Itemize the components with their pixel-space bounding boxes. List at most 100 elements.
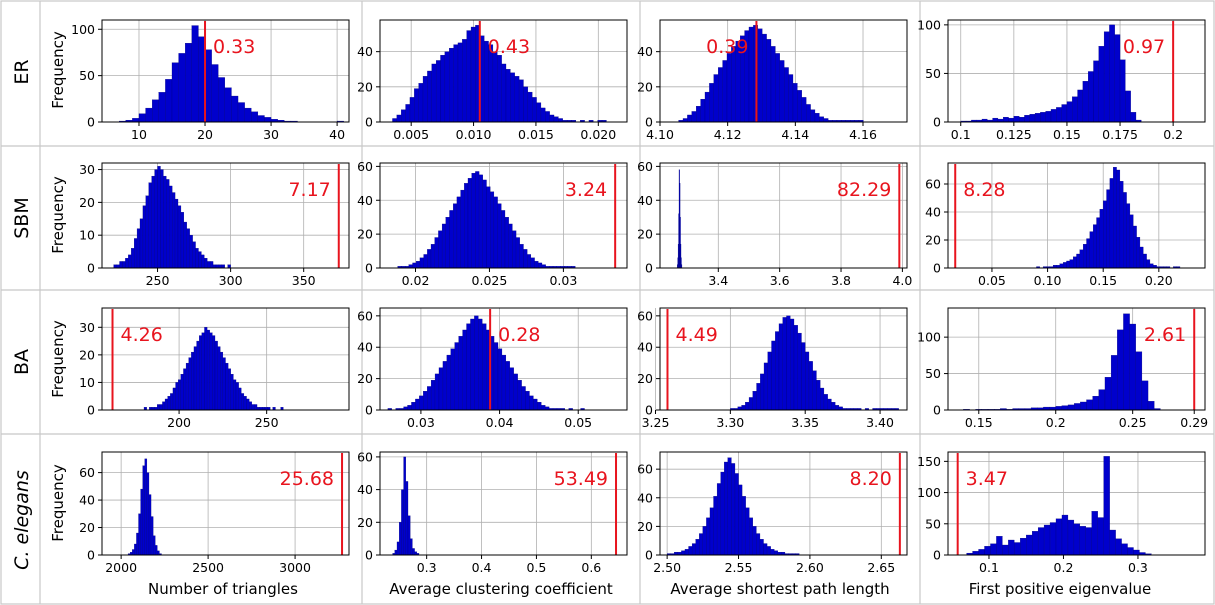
x-tick-label: 350: [292, 273, 316, 288]
histogram-bar: [422, 76, 428, 123]
x-tick-label: 20: [197, 127, 213, 142]
histogram-bar: [784, 67, 789, 123]
histogram-bar: [731, 463, 736, 556]
histogram-bar: [691, 543, 696, 556]
axes-frame: [659, 451, 908, 556]
x-tick-label: 2500: [192, 560, 224, 575]
histogram-bar: [456, 196, 461, 269]
histogram-bar: [759, 539, 764, 556]
histogram-bar: [1123, 192, 1127, 269]
y-tick-label: 0: [365, 403, 373, 418]
y-tick-label: 50: [79, 68, 95, 83]
histogram-bar: [394, 549, 398, 556]
histogram-bar: [1086, 238, 1091, 269]
histogram-bar: [992, 117, 999, 123]
histogram-bar: [816, 380, 821, 411]
y-tick-label: 60: [637, 462, 653, 477]
xlabel-col-1: Number of triangles: [148, 580, 298, 598]
panel-c-elegans-average-clustering-coefficient: 0.3 0.4 0.5 0.6 0 20 40 60 53.49: [357, 449, 628, 575]
histogram-bar: [788, 74, 794, 123]
histogram-bar: [1125, 90, 1131, 123]
histogram-bar: [518, 79, 524, 123]
histogram-bar: [145, 107, 153, 123]
histogram-bar: [122, 261, 126, 269]
histogram-bar: [430, 380, 436, 411]
histogram-bar: [831, 402, 836, 411]
axes-frame: [101, 307, 350, 411]
histogram-bar: [1061, 104, 1068, 123]
x-tick-label: 0.10: [1034, 273, 1062, 288]
x-tick-label: 0.02: [402, 273, 430, 288]
histogram-bar: [399, 522, 402, 556]
histogram-bar: [517, 380, 522, 411]
panel-er-average-shortest-path-length: 4.10 4.12 4.14 4.16 0 20 40 0.39: [637, 19, 908, 142]
row-label-ba: BA: [11, 349, 33, 375]
histogram-bar: [438, 230, 443, 269]
histogram-bar: [191, 351, 195, 411]
histogram-bar: [823, 394, 828, 411]
histogram-bar: [790, 318, 795, 411]
histogram-bar: [227, 368, 231, 411]
histogram-bar: [775, 53, 780, 123]
histogram-bar: [770, 549, 775, 556]
histogram-bar: [501, 354, 507, 411]
histogram-bar: [214, 340, 218, 411]
histogram-bar: [453, 44, 459, 123]
histogram-bar: [450, 348, 455, 411]
x-tick-label: 3.25: [642, 415, 670, 430]
score-annotation: 0.43: [488, 36, 530, 58]
y-tick-label: 60: [925, 177, 941, 192]
score-annotation: 3.47: [966, 468, 1008, 490]
y-tick-label: 0: [933, 261, 941, 276]
y-tick-label: 60: [357, 449, 373, 464]
histogram-bar: [231, 95, 239, 123]
x-tick-label: 0.05: [564, 415, 592, 430]
histogram-bar: [763, 543, 768, 556]
histogram-bar: [438, 367, 444, 411]
histogram-bar: [1085, 527, 1092, 556]
histogram-bar: [834, 405, 840, 411]
histogram-bar: [1103, 456, 1110, 556]
histogram-bar: [427, 70, 432, 123]
histogram-bar: [1116, 169, 1121, 269]
histogram-bar: [1076, 253, 1080, 269]
histogram-bar: [132, 549, 135, 556]
histogram-bar: [696, 106, 701, 123]
histogram-bar: [1029, 114, 1036, 123]
histogram-bar: [508, 223, 513, 269]
histogram-bar: [1019, 116, 1025, 123]
histogram-bar: [163, 175, 167, 269]
histogram-bar: [235, 382, 239, 411]
histogram-bar: [497, 203, 502, 269]
histogram-bar: [756, 533, 761, 556]
histogram-bar: [745, 402, 750, 411]
histogram-bar: [139, 218, 144, 269]
histogram-bar: [1020, 537, 1027, 556]
histogram-bar: [497, 55, 502, 123]
panel-ba-average-shortest-path-length: 3.25 3.30 3.35 3.40 0 20 40 60 4.49: [637, 307, 908, 430]
histogram-bar: [549, 114, 555, 123]
score-annotation: 0.33: [213, 36, 255, 58]
histogram-bar: [172, 387, 176, 411]
histogram-bar: [525, 391, 530, 411]
histogram-bar: [492, 51, 498, 123]
histogram-bar: [1147, 401, 1155, 411]
histogram-bar: [410, 538, 413, 556]
histogram-bar: [199, 335, 203, 411]
histogram-bar: [726, 53, 732, 123]
y-tick-label: 20: [637, 227, 653, 242]
histogram-bar: [206, 329, 210, 411]
histogram-bar: [458, 336, 463, 411]
histogram-bar: [786, 315, 791, 411]
histogram-bar: [444, 51, 450, 123]
histogram-bar: [412, 548, 415, 556]
axes-frame: [379, 451, 628, 556]
histogram-bar: [1077, 89, 1084, 123]
histogram-bar: [152, 535, 156, 556]
panel-sbm-average-clustering-coefficient: 0.02 0.025 0.03 0 20 40 60 3.24: [357, 159, 628, 288]
histogram-bar: [490, 191, 495, 269]
y-tick-label: 0: [933, 115, 941, 130]
histogram-bar: [990, 543, 997, 556]
histogram-bar: [1114, 34, 1121, 123]
x-tick-label: 0.005: [393, 127, 429, 142]
